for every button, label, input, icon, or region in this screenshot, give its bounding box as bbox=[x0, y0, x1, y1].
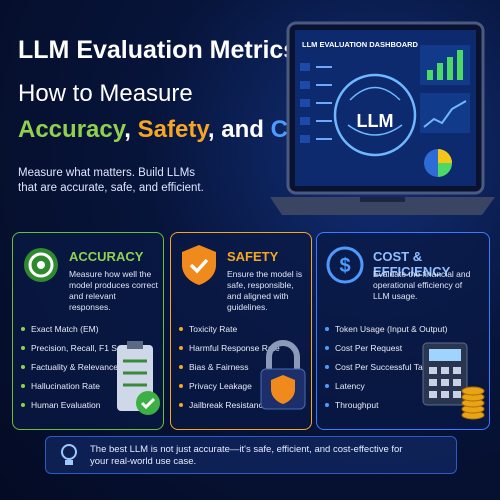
laptop: LLM EVALUATION DASHBOARD LLM bbox=[270, 21, 495, 215]
card: ACCURACY Measure how well the model prod… bbox=[12, 232, 164, 430]
calculator-icon bbox=[422, 342, 485, 420]
card-description: Measure how well the model produces corr… bbox=[69, 269, 158, 312]
laptop-label: LLM bbox=[357, 111, 394, 131]
card-description: Ensure the model is safe, responsible, a… bbox=[227, 269, 303, 312]
metric: Bias & Fairness bbox=[179, 357, 280, 376]
icon: $ bbox=[326, 246, 364, 284]
metric: Precision, Recall, F1 Score bbox=[21, 338, 134, 357]
metric-list: Toxicity Rate Harmful Response Rate Bias… bbox=[179, 319, 280, 414]
card-title: SAFETY bbox=[227, 249, 279, 264]
metric: Latency bbox=[325, 376, 447, 395]
title-line: How to Measure bbox=[18, 80, 193, 107]
text: Jailbreak Resistance bbox=[189, 399, 268, 410]
text: Cost Per Successful Task bbox=[335, 361, 432, 372]
text: Factuality & Relevance bbox=[31, 361, 118, 372]
text: Toxicity Rate bbox=[189, 323, 238, 334]
text: Precision, Recall, F1 Score bbox=[31, 342, 134, 353]
metric: Toxicity Rate bbox=[179, 319, 280, 338]
metric: Cost Per Successful Task bbox=[325, 357, 447, 376]
metric-list: Exact Match (EM) Precision, Recall, F1 S… bbox=[21, 319, 134, 414]
lock-icon bbox=[260, 340, 306, 410]
footer-text: The best LLM is not just accurate—it's s… bbox=[90, 444, 403, 467]
icon bbox=[24, 248, 58, 282]
card: SAFETY Ensure the model is safe, respons… bbox=[170, 232, 312, 430]
metric: Hallucination Rate bbox=[21, 376, 134, 395]
footer-box: The best LLM is not just accurate—it's s… bbox=[45, 436, 457, 474]
title-word: Safety bbox=[137, 116, 208, 143]
title-word: , bbox=[124, 116, 131, 143]
metric: Throughput bbox=[325, 395, 447, 414]
text: Harmful Response Rate bbox=[189, 342, 280, 353]
text: Token Usage (Input & Output) bbox=[335, 323, 448, 334]
card-title: COST & EFFICIENCY bbox=[373, 249, 451, 279]
text: Cost Per Request bbox=[335, 342, 403, 353]
text: Latency bbox=[335, 380, 365, 391]
card: $ COST & EFFICIENCY Evaluate the financi… bbox=[316, 232, 490, 430]
card-title: ACCURACY bbox=[69, 249, 144, 264]
card-description: Evaluate the financial and operational e… bbox=[373, 269, 471, 301]
icon bbox=[182, 245, 216, 285]
text: Bias & Fairness bbox=[189, 361, 249, 372]
metric: Exact Match (EM) bbox=[21, 319, 134, 338]
lightbulb-icon bbox=[61, 444, 77, 465]
metric: Human Evaluation bbox=[21, 395, 134, 414]
svg-text:$: $ bbox=[339, 255, 350, 277]
subtitle: Measure what matters. Build LLMs that ar… bbox=[18, 167, 204, 194]
text: Hallucination Rate bbox=[31, 380, 100, 391]
title-word: Accuracy bbox=[18, 116, 125, 143]
metric: Cost Per Request bbox=[325, 338, 447, 357]
text: Human Evaluation bbox=[31, 399, 101, 410]
metric: Token Usage (Input & Output) bbox=[325, 319, 447, 338]
metric: Harmful Response Rate bbox=[179, 338, 280, 357]
text: Exact Match (EM) bbox=[31, 323, 99, 334]
metric-list: Token Usage (Input & Output) Cost Per Re… bbox=[325, 319, 447, 414]
metric: Jailbreak Resistance bbox=[179, 395, 280, 414]
clipboard-icon bbox=[117, 341, 160, 415]
title-word: , and bbox=[207, 116, 264, 143]
text: Privacy Leakage bbox=[189, 380, 252, 391]
text: Throughput bbox=[335, 399, 379, 410]
metric: Privacy Leakage bbox=[179, 376, 280, 395]
metric: Factuality & Relevance bbox=[21, 357, 134, 376]
dashboard-title: LLM EVALUATION DASHBOARD bbox=[302, 40, 419, 49]
title-line: LLM Evaluation Metrics: bbox=[18, 36, 306, 64]
